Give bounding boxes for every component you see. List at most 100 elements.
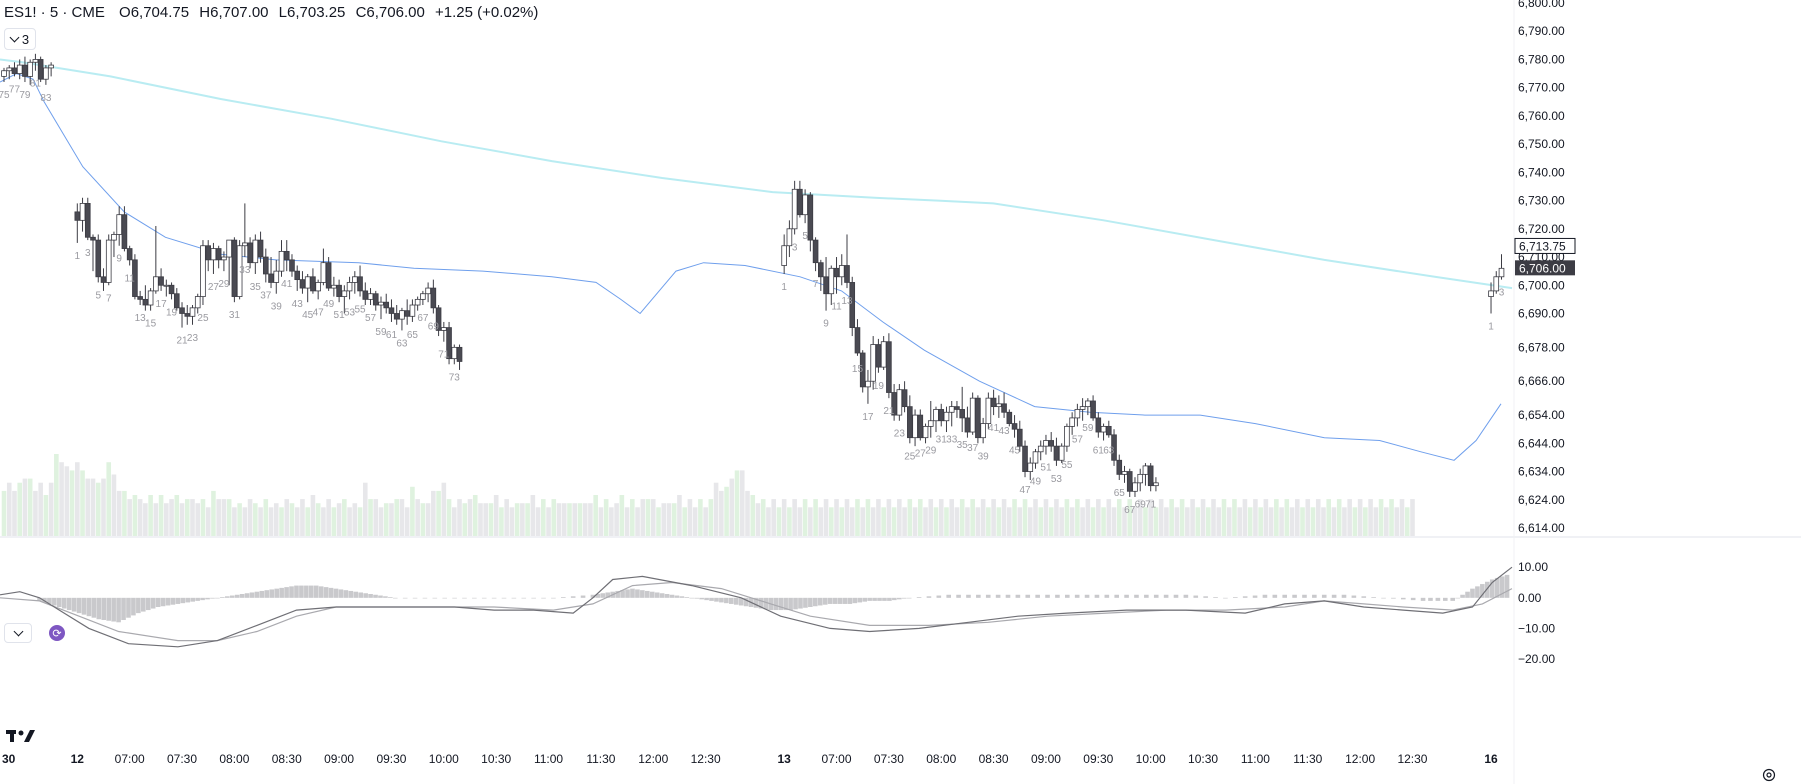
volume-bar xyxy=(85,478,91,536)
candle-body xyxy=(231,239,238,297)
volume-bar xyxy=(1211,499,1216,536)
candle-body xyxy=(142,298,149,306)
chevron-down-icon xyxy=(13,626,23,637)
volume-bar xyxy=(577,503,583,536)
volume-bar xyxy=(1321,507,1326,536)
macd-hist-bar xyxy=(1455,597,1460,599)
time-tick-label: 09:00 xyxy=(324,752,354,766)
bar-count-label: 79 xyxy=(19,90,31,101)
bar-count-label: 69 xyxy=(428,321,440,332)
volume-bar xyxy=(1226,507,1232,536)
macd-hist-bar xyxy=(1232,597,1238,598)
symbol-label[interactable]: ES1! · 5 · CME xyxy=(4,4,105,21)
tradingview-logo-icon[interactable] xyxy=(6,728,36,744)
candle-body xyxy=(236,245,243,297)
candle-body xyxy=(1090,400,1096,419)
volume-bar xyxy=(488,503,494,536)
volume-bar xyxy=(1158,499,1164,536)
volume-bar xyxy=(991,499,996,536)
candle-body xyxy=(922,425,929,439)
candle-body xyxy=(933,409,939,422)
macd-hist-bar xyxy=(1025,594,1031,598)
candle-body xyxy=(1079,406,1086,410)
macd-hist-bar xyxy=(887,597,892,601)
candle-body xyxy=(278,250,285,272)
price-tick-label: 6,700.00 xyxy=(1518,278,1565,292)
macd-hist-bar xyxy=(1055,594,1060,598)
volume-bar xyxy=(525,503,530,536)
macd-hist-bar xyxy=(872,597,877,601)
volume-bar xyxy=(891,507,897,536)
macd-hist-bar xyxy=(1420,597,1426,601)
macd-hist-bar xyxy=(882,597,887,601)
refresh-icon[interactable]: ⟳ xyxy=(49,625,65,641)
volume-bar xyxy=(923,507,928,536)
volume-bar xyxy=(609,507,614,536)
settings-icon[interactable] xyxy=(1762,768,1776,782)
volume-bar xyxy=(164,503,169,536)
macd-hist-bar xyxy=(1475,586,1480,598)
volume-bar xyxy=(1048,507,1054,536)
macd-hist-bar xyxy=(126,597,131,618)
macd-hist-bar xyxy=(111,597,116,622)
candle-body xyxy=(189,307,196,317)
time-tick-label: 08:30 xyxy=(979,752,1009,766)
candle-body xyxy=(48,64,54,69)
candle-body xyxy=(32,59,39,63)
indicators-collapse-button[interactable]: 3 xyxy=(4,28,36,50)
macd-hist-bar xyxy=(798,597,803,609)
macd-hist-bar xyxy=(966,594,971,598)
bar-count-label: 43 xyxy=(292,299,304,310)
volume-bar xyxy=(855,499,860,536)
macd-hist-bar xyxy=(96,597,102,620)
macd-hist-bar xyxy=(1292,594,1297,598)
candle-body xyxy=(1493,276,1500,292)
macd-hist-bar xyxy=(185,597,191,603)
candle-body xyxy=(954,406,960,410)
volume-bar xyxy=(195,503,201,536)
macd-hist-bar xyxy=(1312,594,1317,598)
candle-body xyxy=(865,380,871,388)
macd-hist-bar xyxy=(1262,594,1268,598)
bar-count-label: 5 xyxy=(802,231,808,242)
volume-bar xyxy=(169,499,174,536)
volume-bar xyxy=(965,507,970,536)
candle-body xyxy=(315,282,321,292)
volume-bar xyxy=(378,507,384,536)
candle-body xyxy=(1043,440,1049,447)
candle-body xyxy=(859,352,866,388)
volume-bar xyxy=(603,499,609,536)
chart-legend-header: ES1! · 5 · CME O6,704.75 H6,707.00 L6,70… xyxy=(4,4,538,21)
macd-pane-collapse-button[interactable] xyxy=(4,623,32,643)
time-tick-label: 07:00 xyxy=(115,752,145,766)
time-tick-label: 09:30 xyxy=(376,752,406,766)
macd-hist-bar xyxy=(590,594,596,598)
time-tick-label: 12:30 xyxy=(691,752,721,766)
time-tick-label: 10:00 xyxy=(1136,752,1166,766)
candle-body xyxy=(184,313,191,317)
ma-short-line xyxy=(0,73,1502,461)
macd-hist-bar xyxy=(462,597,467,599)
bar-count-label: 19 xyxy=(873,381,885,392)
macd-hist-bar xyxy=(264,590,270,598)
volume-bar xyxy=(933,507,939,536)
macd-hist-bar xyxy=(106,597,112,621)
volume-bar xyxy=(808,507,813,536)
volume-bar xyxy=(556,503,562,536)
volume-bar xyxy=(1148,499,1153,536)
volume-bar xyxy=(69,470,75,536)
macd-hist-bar xyxy=(1470,588,1475,598)
last-price-tag-box xyxy=(1515,260,1575,276)
macd-hist-bar xyxy=(368,594,373,598)
macd-hist-bar xyxy=(625,589,630,598)
price-tick-label: 6,740.00 xyxy=(1518,165,1565,179)
volume-bar xyxy=(582,503,588,536)
volume-bar xyxy=(509,507,515,536)
volume-bar xyxy=(1179,499,1185,536)
candle-body xyxy=(137,296,143,300)
volume-bar xyxy=(436,490,441,536)
volume-bar xyxy=(1336,499,1342,536)
close-label: C xyxy=(355,4,367,21)
volume-bar xyxy=(300,499,305,536)
